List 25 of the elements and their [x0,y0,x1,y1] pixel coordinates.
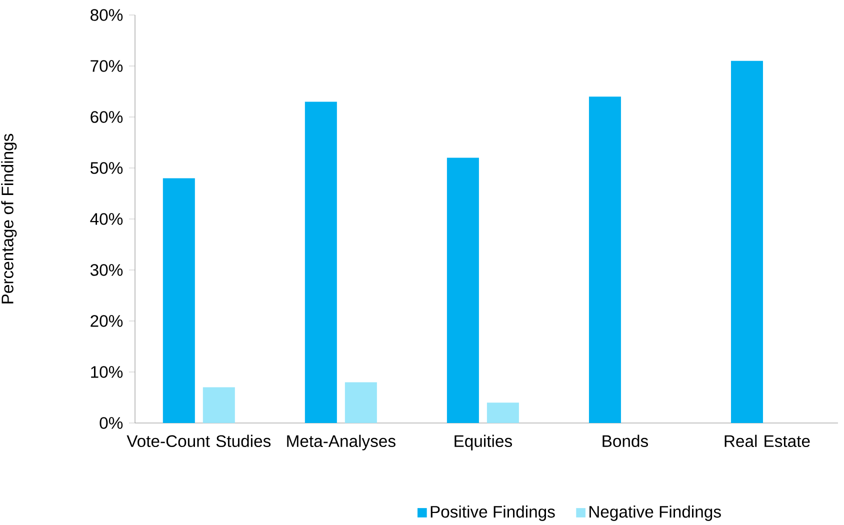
bar [588,96,621,423]
y-tick-label: 30% [90,264,123,276]
bar [202,387,235,423]
legend-label: Positive Findings [430,505,555,521]
y-tick-label: 20% [90,315,123,327]
x-tick-label: Vote-Count Studies [126,434,271,448]
x-tick-label: Bonds [602,434,648,448]
y-tick-label: 50% [90,162,123,174]
x-tick-label: Equities [454,434,512,450]
y-tick-label: 0% [100,417,123,429]
y-tick-label: 10% [91,366,123,378]
legend-label: Negative Findings [590,505,721,521]
bar [304,102,337,423]
y-axis-title: Percentage of Findings [1,134,17,304]
bar [446,158,479,423]
x-tick-label: Meta-Analyses [287,434,396,450]
bar [162,178,195,423]
y-tick-label: 40% [90,213,123,225]
bar [486,402,519,423]
y-tick-label: 70% [90,60,123,72]
bar [730,60,763,423]
y-tick-label: 80% [90,9,123,21]
bar [344,382,377,423]
x-tick-label: Real Estate [724,434,810,448]
y-tick-label: 60% [90,111,123,123]
